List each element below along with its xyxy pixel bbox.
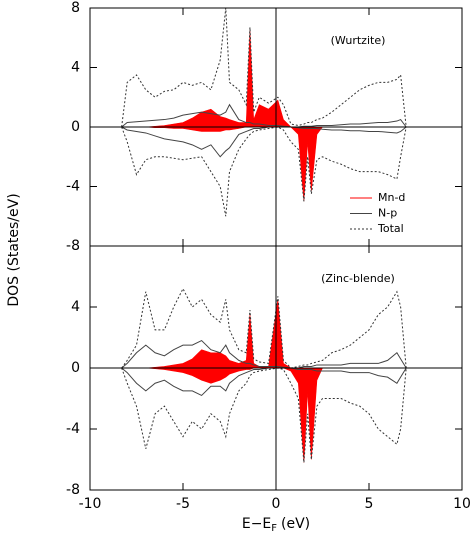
- annotation: (Zinc-blende): [321, 272, 395, 285]
- area: [121, 126, 407, 202]
- y-tick-label: -8: [66, 482, 80, 498]
- y-tick-label: 4: [71, 60, 80, 76]
- annotation: (Wurtzite): [331, 34, 386, 47]
- x-tick-label: -10: [79, 496, 102, 512]
- line: [121, 103, 407, 128]
- y-tick-label: -4: [66, 179, 80, 195]
- area: [121, 367, 407, 463]
- y-tick-label: 8: [71, 0, 80, 16]
- y-tick-label: 4: [71, 299, 80, 315]
- area: [121, 299, 407, 369]
- y-tick-label: 0: [71, 119, 80, 135]
- x-label-unit: (eV): [281, 516, 310, 532]
- line: [121, 7, 407, 128]
- x-tick-label: 5: [365, 496, 374, 512]
- legend-label: Total: [377, 222, 404, 235]
- x-label-main: E−E: [242, 516, 271, 532]
- line: [121, 367, 407, 463]
- x-tick-label: -5: [176, 496, 190, 512]
- y-axis-label: DOS (States/eV): [6, 193, 22, 306]
- line: [121, 367, 407, 397]
- y-tick-label: -4: [66, 421, 80, 437]
- x-tick-label: 0: [272, 496, 281, 512]
- line: [121, 126, 407, 158]
- line: [121, 126, 407, 217]
- x-label-sub: F: [271, 523, 277, 534]
- x-axis-label: E−EF (eV): [242, 516, 310, 534]
- line: [121, 287, 407, 369]
- legend-label: N-p: [378, 207, 397, 220]
- y-tick-label: -8: [66, 238, 80, 254]
- y-tick-label: 0: [71, 360, 80, 376]
- x-tick-label: 10: [453, 496, 471, 512]
- line: [121, 339, 407, 369]
- legend-label: Mn-d: [378, 191, 405, 204]
